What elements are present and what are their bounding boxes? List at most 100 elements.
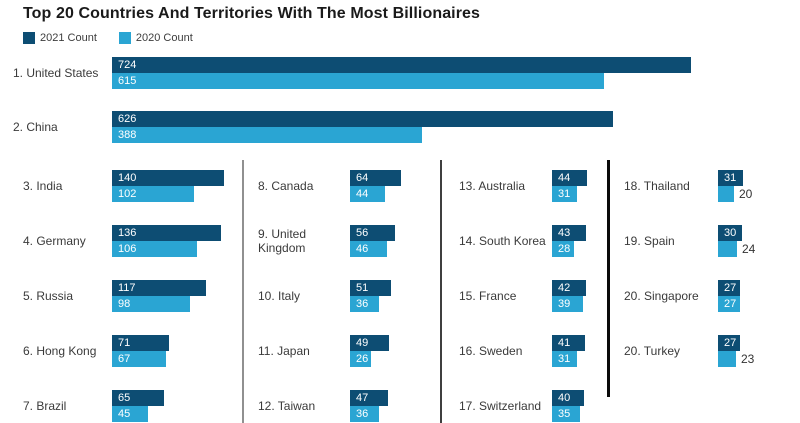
bar-value-outside: 24 xyxy=(742,241,756,256)
bar-2021-line: 51 xyxy=(350,279,391,296)
bar-value: 41 xyxy=(558,336,571,349)
bar-2021-line: 27 xyxy=(718,279,740,296)
bar-2021: 140 xyxy=(112,169,224,186)
bar-value: 71 xyxy=(118,336,131,349)
country-label: 3. India xyxy=(23,178,63,193)
bar-2021: 65 xyxy=(112,389,164,406)
bar-2021: 43 xyxy=(552,224,586,241)
bar-value: 31 xyxy=(558,352,571,365)
bar-2020: 28 xyxy=(552,240,574,257)
bar-pair: 27 23 xyxy=(718,334,755,367)
legend-item-2020-count: 2020 Count xyxy=(118,32,193,44)
bar-pair: 64 44 xyxy=(350,169,401,202)
country-label: 18. Thailand xyxy=(624,178,690,193)
country-label: 2. China xyxy=(13,120,58,134)
bar-2020: 102 xyxy=(112,185,194,202)
bar-2021: 724 xyxy=(112,57,691,73)
bar-2021-line: 30 xyxy=(718,224,755,241)
bar-2021-line: 49 xyxy=(350,334,389,351)
bar-2021-line: 47 xyxy=(350,389,388,406)
country-label: 5. Russia xyxy=(23,288,74,303)
bar-2020: 35 xyxy=(552,405,580,422)
bar-pair: 724 615 xyxy=(112,57,691,89)
bar-2021: 56 xyxy=(350,224,395,241)
bar-pair: 117 98 xyxy=(112,279,206,312)
bar-2021-line: 117 xyxy=(112,279,206,296)
bar-2021: 44 xyxy=(552,169,587,186)
country-row: 19. Spain 30 24 xyxy=(610,213,800,268)
bar-2020: 67 xyxy=(112,350,166,367)
bar-value: 106 xyxy=(118,242,137,255)
bar-value: 46 xyxy=(356,242,369,255)
bar-value-outside: 23 xyxy=(741,351,755,366)
bar-value: 36 xyxy=(356,407,369,420)
legend-swatch-2020-icon xyxy=(118,32,131,44)
column-2: 8. Canada 64 44 9. United Kingdom 56 46 10. It… xyxy=(244,158,440,423)
bar-2021: 41 xyxy=(552,334,585,351)
bar-value: 27 xyxy=(724,281,737,294)
bar-2020-line: 23 xyxy=(718,350,755,367)
bar-2021-line: 43 xyxy=(552,224,586,241)
column-1: 3. India 140 102 4. Germany 136 106 5. Russia 1… xyxy=(0,158,242,423)
country-row: 8. Canada 64 44 xyxy=(244,158,440,213)
bar-2021-line: 65 xyxy=(112,389,164,406)
bar-2021-line: 724 xyxy=(112,57,691,73)
bar-2020-line: 27 xyxy=(718,295,740,312)
bar-value: 27 xyxy=(724,297,737,310)
country-label: 8. Canada xyxy=(258,178,314,193)
bar-value: 117 xyxy=(118,281,136,294)
bar-2020: 44 xyxy=(350,185,385,202)
bar-2021: 117 xyxy=(112,279,206,296)
country-label: 20. Turkey xyxy=(624,343,681,358)
bar-pair: 31 20 xyxy=(718,169,752,202)
country-label: 4. Germany xyxy=(23,233,86,248)
column-separator-3 xyxy=(607,160,610,397)
bar-value: 136 xyxy=(118,226,137,239)
bar-value: 51 xyxy=(356,281,369,294)
country-row: 12. Taiwan 47 36 xyxy=(244,378,440,423)
bar-2020: 36 xyxy=(350,405,379,422)
bar-2021-line: 31 xyxy=(718,169,752,186)
country-label: 11. Japan xyxy=(258,343,310,358)
bar-2020: 31 xyxy=(552,350,577,367)
legend-item-2021-count: 2021 Count xyxy=(23,32,97,44)
bar-2021: 71 xyxy=(112,334,169,351)
bar-2020-line: 26 xyxy=(350,350,389,367)
bar-value: 44 xyxy=(356,187,369,200)
bar-2020: 26 xyxy=(350,350,371,367)
bar-2021: 64 xyxy=(350,169,401,186)
column-separator-2 xyxy=(440,160,442,423)
bar-2021-line: 41 xyxy=(552,334,585,351)
bar-value: 43 xyxy=(558,226,571,239)
country-row: 7. Brazil 65 45 xyxy=(0,378,242,423)
bar-2020-line: 31 xyxy=(552,350,585,367)
bar-pair: 140 102 xyxy=(112,169,224,202)
bar-2020-line: 44 xyxy=(350,185,401,202)
bar-pair: 136 106 xyxy=(112,224,221,257)
bar-2021-line: 140 xyxy=(112,169,224,186)
top-two-rows: 1. United States 724 615 2. China 626 388 xyxy=(0,57,800,165)
bar-2021: 49 xyxy=(350,334,389,351)
bar-2020-line: 102 xyxy=(112,185,224,202)
bar-2021-line: 56 xyxy=(350,224,395,241)
bar-2021: 30 xyxy=(718,224,742,241)
bar-2021: 40 xyxy=(552,389,584,406)
country-label: 1. United States xyxy=(13,66,99,80)
bar-2020-line: 24 xyxy=(718,240,756,257)
country-row: 9. United Kingdom 56 46 xyxy=(244,213,440,268)
bar-2021-line: 626 xyxy=(112,111,613,127)
country-label: 14. South Korea xyxy=(459,233,546,248)
bar-value: 39 xyxy=(558,297,571,310)
bar-value: 26 xyxy=(356,352,369,365)
country-label: 13. Australia xyxy=(459,178,526,193)
country-row: 16. Sweden 41 31 xyxy=(442,323,607,378)
country-row: 14. South Korea 43 28 xyxy=(442,213,607,268)
country-row: 15. France 42 39 xyxy=(442,268,607,323)
bar-2021: 626 xyxy=(112,111,613,127)
bar-2021: 51 xyxy=(350,279,391,296)
bar-value: 31 xyxy=(724,171,737,184)
bar-value: 30 xyxy=(724,226,737,239)
bar-value: 36 xyxy=(356,297,369,310)
bar-2020-line: 46 xyxy=(350,240,395,257)
